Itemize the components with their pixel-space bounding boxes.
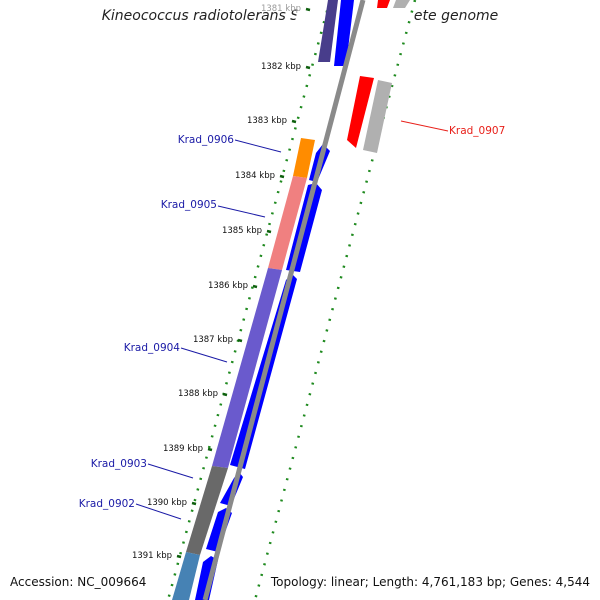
scale-tick-label: 1387 kbp [193, 335, 233, 345]
gene-label-krad-0904[interactable]: Krad_0904 [124, 342, 181, 354]
scale-tick-marker [237, 338, 243, 343]
scale-tick-label: 1386 kbp [208, 281, 248, 291]
gene-arrow-top-grey [393, 0, 410, 8]
scale-tick-label: 1383 kbp [247, 116, 287, 126]
scale-tick-label: 1384 kbp [235, 171, 275, 181]
scale-tick-label: 1382 kbp [261, 62, 301, 72]
leader-krad-0906 [234, 139, 282, 153]
gene-label-krad-0905[interactable]: Krad_0905 [161, 199, 217, 211]
scale-tick-marker [222, 392, 228, 397]
gene-arrow-top-blue [334, 0, 354, 66]
scale-tick-marker [305, 65, 311, 70]
scale-tick-label: 1389 kbp [163, 444, 203, 454]
gene-label-krad-0903[interactable]: Krad_0903 [91, 458, 147, 470]
right-dotted-guide [253, 0, 417, 600]
gene-labels: Krad_0906 Krad_0905 Krad_0904 Krad_0903 Krad… [79, 125, 506, 510]
scale-tick-marker [252, 284, 258, 289]
scale-tick-label: 1381 kbp [261, 4, 301, 14]
scale-ticks: 1381 kbp 1382 kbp 1383 kbp 1384 kbp 1385 kbp… [132, 4, 311, 561]
cog-segment-salmon [268, 176, 307, 270]
scale-tick-marker [207, 447, 213, 452]
accession-label: Accession: NC_009664 [10, 575, 147, 589]
genome-axis [202, 0, 366, 600]
scale-tick-marker [191, 501, 197, 506]
gene-label-leaders [135, 120, 449, 520]
gene-arrow-grey-right [363, 80, 392, 153]
gene-label-krad-0902[interactable]: Krad_0902 [79, 498, 135, 510]
cog-segment-steelblue [172, 552, 200, 600]
gene-label-krad-0906[interactable]: Krad_0906 [178, 134, 235, 146]
scale-tick-marker [279, 174, 285, 179]
cog-segment-slateblue [212, 268, 282, 468]
leader-krad-0903 [147, 463, 194, 479]
cog-segment-darkgrey [186, 466, 228, 555]
scale-tick-label: 1391 kbp [132, 551, 172, 561]
topology-label: Topology: linear; Length: 4,761,183 bp; … [270, 575, 590, 589]
gene-label-krad-0907[interactable]: Krad_0907 [449, 125, 505, 137]
leader-krad-0905 [217, 205, 266, 218]
gene-arrow-top-red [377, 0, 390, 8]
scale-tick-label: 1385 kbp [222, 226, 262, 236]
scale-tick-label: 1388 kbp [178, 389, 218, 399]
leader-krad-0904 [180, 347, 228, 363]
scale-tick-label: 1390 kbp [147, 498, 187, 508]
leader-krad-0907 [400, 120, 449, 132]
gene-arrow-krad-0907 [347, 76, 374, 148]
scale-tick-marker [266, 229, 272, 234]
scale-tick-marker [305, 7, 311, 12]
scale-tick-marker [291, 119, 297, 124]
left-dotted-guide [166, 0, 332, 600]
cog-segment-orange [293, 138, 315, 178]
scale-tick-marker [176, 554, 182, 559]
leader-krad-0902 [135, 503, 182, 520]
cog-segment-navy [318, 0, 338, 62]
